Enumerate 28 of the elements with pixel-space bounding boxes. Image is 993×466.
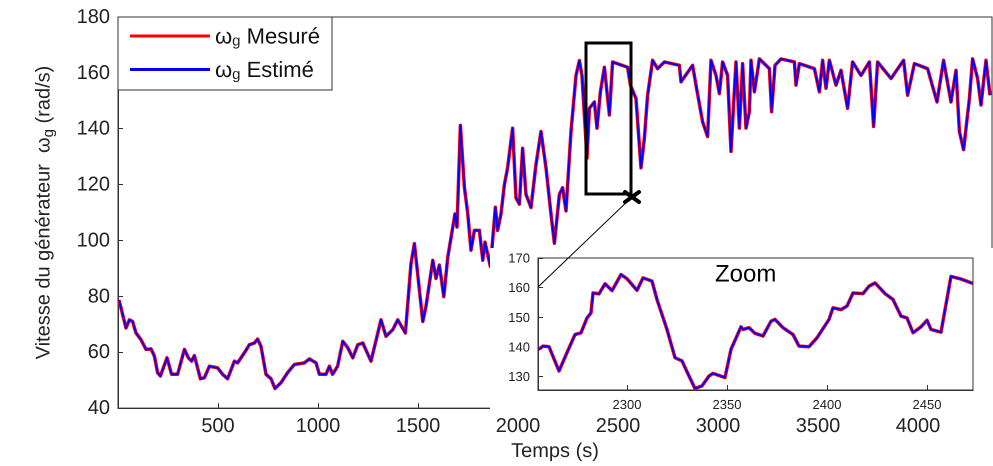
x-tick-label: 2300 — [612, 397, 642, 412]
y-tick-label: 140 — [76, 118, 110, 140]
x-axis-title: Temps (s) — [511, 440, 599, 462]
y-axis-title: Vitesse du générateur ωg (rad/s) — [32, 66, 57, 360]
x-tick-label: 3000 — [696, 415, 740, 438]
x-tick-label: 3500 — [796, 415, 840, 438]
x-tick-label: 1500 — [396, 415, 440, 438]
y-tick-label: 130 — [508, 369, 530, 384]
y-tick-label: 160 — [508, 280, 530, 296]
x-tick-label: 2500 — [596, 415, 640, 438]
x-tick-label: 2350 — [712, 397, 742, 412]
x-tick-label: 4000 — [896, 415, 940, 438]
x-tick-label: 1000 — [296, 415, 340, 438]
y-tick-label: 170 — [508, 250, 530, 266]
y-tick-label: 80 — [88, 285, 110, 308]
x-tick-label: 2000 — [496, 415, 540, 438]
y-tick-label: 100 — [76, 229, 110, 252]
y-tick-label: 60 — [88, 341, 110, 364]
x-tick-label: 500 — [201, 415, 235, 438]
y-tick-label: 40 — [88, 397, 110, 420]
y-tick-label: 180 — [76, 6, 110, 28]
y-tick-label: 140 — [508, 339, 530, 354]
y-tick-label: 120 — [76, 174, 110, 196]
y-tick-label: 160 — [76, 62, 110, 84]
x-tick-label: 2400 — [812, 397, 842, 412]
x-tick-label: 2450 — [912, 397, 942, 412]
annotation: Zoom — [715, 260, 776, 288]
y-tick-label: 150 — [508, 310, 530, 325]
